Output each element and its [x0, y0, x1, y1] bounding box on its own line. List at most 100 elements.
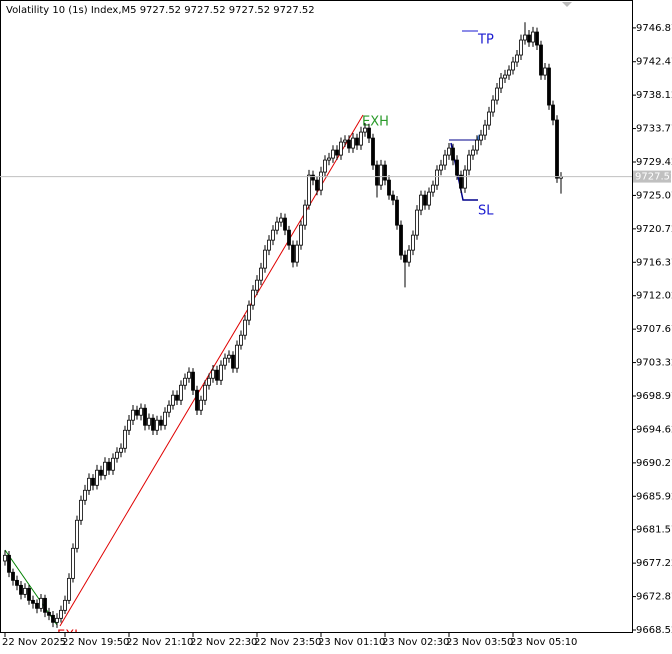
candle-body — [539, 44, 543, 76]
x-tick-label: 23 Nov 02:30 — [382, 637, 449, 648]
y-tick-label: 9668.52 — [636, 625, 672, 636]
candle-body — [327, 157, 331, 161]
candle-body — [155, 419, 159, 431]
candle-body — [23, 587, 27, 595]
candle-body — [63, 599, 67, 611]
candle-body — [323, 159, 327, 173]
tp-label: TP — [477, 33, 494, 48]
sl-label: SL — [478, 204, 494, 219]
candle-body — [515, 54, 519, 63]
candle-body — [151, 417, 155, 431]
candle-body — [275, 221, 279, 231]
current-price-tag — [633, 170, 671, 183]
candle-body — [403, 254, 407, 263]
candle-body — [363, 127, 367, 133]
candle-body — [199, 399, 203, 411]
candle-body — [387, 179, 391, 196]
y-tick-label: 9733.77 — [636, 124, 672, 135]
candle-body — [519, 39, 523, 56]
x-tick-label: 23 Nov 01:10 — [318, 637, 385, 648]
candle-body — [267, 239, 271, 251]
y-tick-label: 9738.12 — [636, 90, 672, 101]
candle-body — [15, 579, 19, 586]
candle-body — [547, 67, 551, 106]
candle-body — [59, 609, 63, 619]
candle-body — [223, 357, 227, 366]
candle-body — [487, 111, 491, 126]
candle-body — [259, 267, 263, 281]
y-tick-label: 9677.22 — [636, 558, 672, 569]
candle-body — [511, 61, 515, 71]
candle-body — [291, 244, 295, 263]
candle-body — [147, 417, 151, 426]
candle-body — [167, 404, 171, 413]
candle-body — [79, 499, 83, 521]
scroll-marker — [562, 2, 572, 7]
y-tick-label: 9694.62 — [636, 424, 672, 435]
candle-body — [471, 149, 475, 156]
candle-body — [367, 127, 371, 139]
candle-body — [383, 164, 387, 181]
candle-body — [103, 461, 107, 476]
candle-body — [399, 224, 403, 256]
y-tick-label: 9707.67 — [636, 324, 672, 335]
y-tick-label: 9729.42 — [636, 157, 672, 168]
candle-body — [75, 519, 79, 549]
candle-body — [99, 469, 103, 476]
candle-body — [51, 614, 55, 623]
candle-body — [251, 289, 255, 306]
candle-body — [211, 369, 215, 379]
candle-body — [415, 209, 419, 236]
y-tick-label: 9672.87 — [636, 592, 672, 603]
candle-body — [91, 477, 95, 486]
candle-body — [239, 334, 243, 346]
candle-body — [295, 244, 299, 263]
candle-body — [195, 389, 199, 411]
candle-body — [503, 74, 507, 79]
candle-body — [455, 159, 459, 176]
x-tick-label: 23 Nov 03:50 — [446, 637, 513, 648]
candle-body — [523, 34, 527, 41]
candle-body — [179, 384, 183, 401]
candle-body — [379, 164, 383, 186]
candle-body — [39, 597, 43, 609]
y-tick-label: 9690.27 — [636, 458, 672, 469]
plot-area — [0, 0, 633, 633]
candle-body — [543, 67, 547, 76]
candle-body — [311, 174, 315, 181]
candle-body — [371, 137, 375, 166]
candle-body — [535, 31, 539, 46]
candle-body — [7, 554, 11, 573]
y-tick-label: 9725.07 — [636, 190, 672, 201]
y-tick-label: 9746.87 — [636, 23, 672, 34]
candle-body — [431, 184, 435, 193]
y-tick-label: 9703.32 — [636, 358, 672, 369]
candle-body — [407, 249, 411, 263]
candle-body — [423, 194, 427, 206]
candle-body — [3, 554, 7, 562]
candle-body — [255, 279, 259, 291]
candle-body — [439, 164, 443, 171]
candle-body — [287, 229, 291, 246]
y-tick-label: 9681.57 — [636, 525, 672, 536]
candle-body — [175, 394, 179, 401]
candle-body — [355, 137, 359, 146]
candle-body — [35, 602, 39, 609]
x-tick-label: 22 Nov 19:50 — [62, 637, 129, 648]
candle-body — [527, 34, 531, 43]
candle-body — [427, 191, 431, 206]
candle-body — [127, 419, 131, 431]
candle-body — [83, 489, 87, 501]
candle-body — [359, 131, 363, 146]
y-tick-label: 9685.92 — [636, 491, 672, 502]
chart-title: Volatility 10 (1s) Index,M5 9727.52 9727… — [6, 5, 315, 16]
candle-body — [163, 411, 167, 426]
y-tick-label: 9742.47 — [636, 57, 672, 68]
candle-body — [551, 104, 555, 121]
candle-body — [483, 124, 487, 136]
candle-body — [411, 234, 415, 251]
candle-body — [495, 87, 499, 101]
candle-body — [279, 217, 283, 223]
candle-body — [235, 344, 239, 369]
candle-body — [507, 69, 511, 76]
